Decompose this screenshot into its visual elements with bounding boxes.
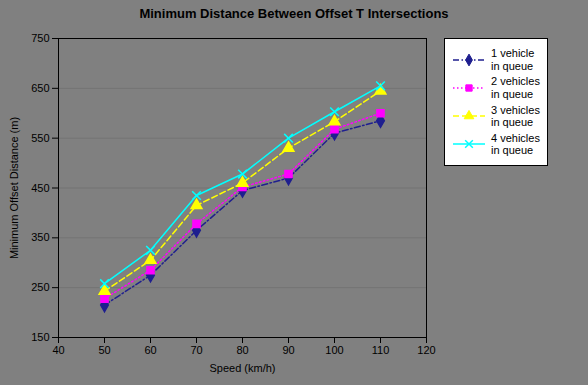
svg-text:350: 350: [31, 231, 49, 243]
svg-text:Minimum Offset Distance (m): Minimum Offset Distance (m): [8, 117, 20, 259]
html-text:1 vehicle in queue: 1 vehicle in queue: [491, 47, 535, 72]
svg-text:50: 50: [98, 344, 110, 356]
svg-text:110: 110: [372, 344, 390, 356]
svg-text:250: 250: [31, 281, 49, 293]
svg-text:150: 150: [31, 331, 49, 343]
svg-text:650: 650: [31, 82, 49, 94]
svg-text:Speed (km/h): Speed (km/h): [209, 362, 275, 374]
html-text:3 vehicles in queue: 3 vehicles in queue: [491, 103, 540, 129]
svg-text:750: 750: [31, 32, 49, 44]
svg-text:80: 80: [236, 344, 248, 356]
svg-text:450: 450: [31, 182, 49, 194]
svg-text:90: 90: [282, 344, 294, 356]
svg-text:550: 550: [31, 132, 49, 144]
svg-text:120: 120: [417, 344, 435, 356]
html-text:2 vehicles in queue: 2 vehicles in queue: [491, 75, 540, 100]
html-text:4 vehicles in queue: 4 vehicles in queue: [491, 131, 540, 157]
svg-text:70: 70: [190, 344, 202, 356]
svg-text:40: 40: [52, 344, 64, 356]
svg-text:100: 100: [325, 344, 343, 356]
svg-text:60: 60: [144, 344, 156, 356]
html-text:Minimum Distance Between Offse: Minimum Distance Between Offset T Inters…: [139, 6, 449, 21]
